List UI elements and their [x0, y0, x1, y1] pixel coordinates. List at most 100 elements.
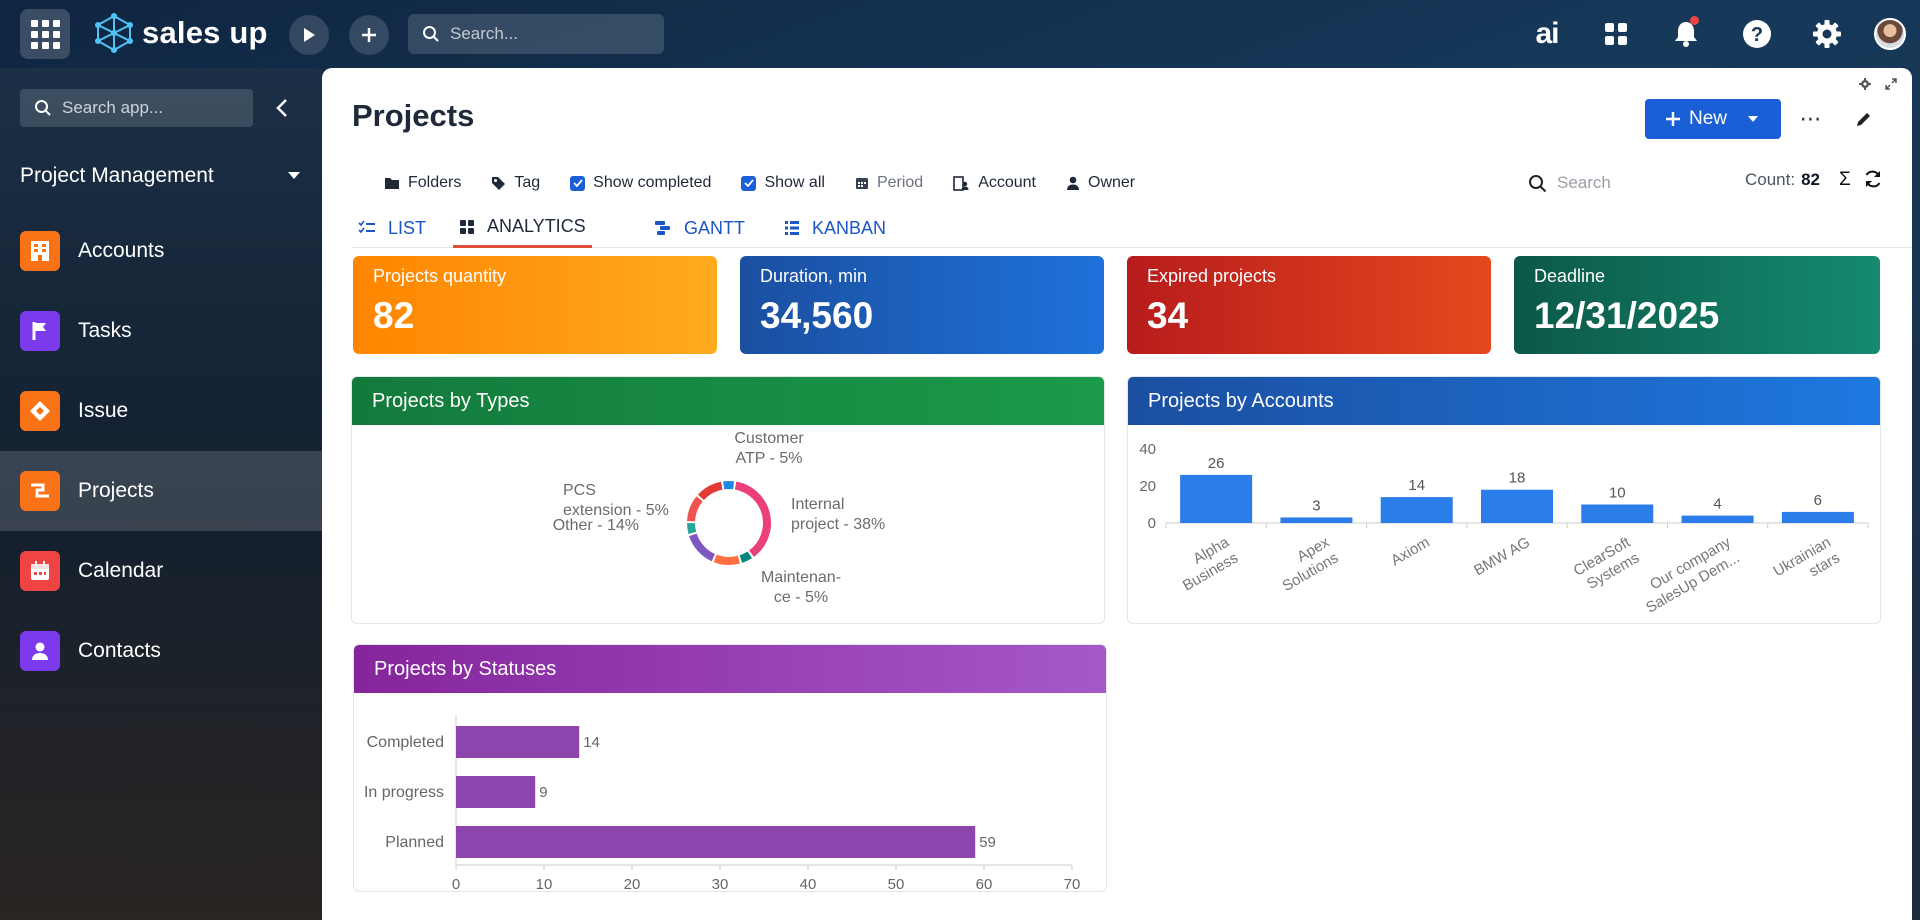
bar — [1581, 504, 1654, 523]
settings-button[interactable] — [1809, 16, 1845, 52]
kpi-projects-quantity[interactable]: Projects quantity 82 — [353, 256, 717, 354]
refresh-icon[interactable] — [1863, 169, 1883, 189]
bar-value-label: 10 — [1609, 485, 1626, 502]
collapse-sidebar-button[interactable] — [268, 94, 296, 122]
new-button-label: New — [1689, 108, 1728, 129]
edit-button[interactable] — [1849, 104, 1879, 134]
checkbox-icon[interactable] — [570, 175, 586, 191]
app-grid-button[interactable] — [20, 9, 70, 59]
ai-button[interactable]: ai — [1529, 16, 1565, 52]
donut-label-internal-project: project - 38% — [791, 516, 885, 533]
bar — [1481, 489, 1553, 523]
logo-network-icon — [95, 13, 133, 53]
contact-icon — [20, 631, 60, 671]
panel-title: Projects by Types — [352, 377, 1104, 425]
checkbox-icon[interactable] — [741, 175, 757, 191]
global-search-input[interactable] — [450, 24, 650, 44]
filter-account[interactable]: Account — [953, 174, 1036, 192]
module-selector[interactable]: Project Management — [20, 156, 300, 196]
donut-label-customer-atp: Customer — [734, 430, 804, 447]
grid-search[interactable] — [1528, 166, 1728, 200]
donut-label-maintenance: ce - 5% — [774, 589, 828, 606]
grid-search-input[interactable] — [1557, 173, 1717, 193]
filter-show-completed[interactable]: Show completed — [570, 174, 711, 192]
logo-text: sales up — [142, 15, 268, 50]
apps-button[interactable] — [1598, 16, 1634, 52]
view-tabs: LIST ANALYTICS GANTT KANBAN — [352, 208, 1912, 248]
sidebar: Project Management Accounts Tasks Issue … — [0, 68, 322, 920]
y-tick-label: Completed — [367, 734, 444, 751]
donut-label-pcs-extension: PCS — [563, 482, 596, 499]
filter-owner[interactable]: Owner — [1066, 174, 1135, 192]
filter-label: Account — [978, 174, 1036, 191]
sidebar-item-calendar[interactable]: Calendar — [0, 531, 322, 611]
y-tick-label: In progress — [364, 784, 444, 801]
filter-period[interactable]: Period — [855, 174, 923, 192]
sidebar-item-projects[interactable]: Projects — [0, 451, 322, 531]
y-tick-label: 40 — [1139, 441, 1156, 458]
sidebar-item-label: Accounts — [78, 239, 165, 262]
kpi-label: Duration, min — [760, 266, 868, 286]
sidebar-item-tasks[interactable]: Tasks — [0, 291, 322, 371]
x-tick-label: 20 — [624, 876, 641, 892]
donut-slice — [697, 481, 723, 501]
more-button[interactable]: ⋯ — [1799, 106, 1823, 131]
donut-slice — [689, 533, 716, 562]
tab-list[interactable]: LIST — [352, 208, 432, 248]
kpi-deadline[interactable]: Deadline 12/31/2025 — [1514, 256, 1880, 354]
tab-label: LIST — [388, 217, 427, 238]
bar — [1180, 474, 1253, 523]
avatar[interactable] — [1874, 18, 1906, 50]
issue-icon — [20, 391, 60, 431]
play-button[interactable] — [289, 15, 329, 55]
record-count: Count: 82 — [1745, 170, 1820, 190]
list-check-icon — [358, 220, 375, 234]
kpi-expired-projects[interactable]: Expired projects 34 — [1127, 256, 1491, 354]
new-button[interactable]: New — [1645, 99, 1781, 139]
statuses-bar-chart: 0 10 20 30 40 50 60 70 Completed 14 In progress 9 Pl… — [364, 715, 1080, 892]
filter-tag[interactable]: Tag — [491, 174, 540, 192]
panel-settings-button[interactable] — [1857, 76, 1873, 92]
expand-button[interactable] — [1883, 76, 1899, 92]
bar — [456, 776, 536, 808]
expand-icon — [1885, 78, 1897, 90]
tab-analytics[interactable]: ANALYTICS — [453, 208, 592, 248]
bar — [456, 726, 580, 758]
page-title: Projects — [352, 98, 475, 133]
help-button[interactable]: ? — [1739, 16, 1775, 52]
bar-value-label: 3 — [1312, 497, 1320, 514]
kpi-duration[interactable]: Duration, min 34,560 — [740, 256, 1104, 354]
notifications-button[interactable] — [1668, 16, 1704, 52]
add-button[interactable] — [349, 15, 389, 55]
sidebar-item-accounts[interactable]: Accounts — [0, 211, 322, 291]
gear-icon — [1813, 20, 1841, 48]
sidebar-item-contacts[interactable]: Contacts — [0, 611, 322, 691]
kanban-icon — [785, 221, 799, 235]
filter-show-all[interactable]: Show all — [741, 174, 825, 192]
y-tick-label: 0 — [1148, 515, 1156, 532]
search-icon — [423, 26, 439, 42]
donut-slice — [713, 554, 741, 565]
search-icon — [1529, 174, 1547, 192]
sum-icon[interactable]: Σ — [1839, 169, 1851, 190]
logo[interactable]: sales up — [92, 12, 268, 54]
donut-label-customer-atp: ATP - 5% — [736, 450, 803, 467]
kpi-value: 34 — [1147, 295, 1189, 336]
filter-folders[interactable]: Folders — [384, 174, 461, 192]
caret-down-icon — [1748, 116, 1759, 122]
sidebar-item-issue[interactable]: Issue — [0, 371, 322, 451]
global-search[interactable] — [408, 14, 664, 54]
apps-icon — [1605, 23, 1627, 45]
panel-projects-by-types: Projects by Types Customer ATP - 5% Intern… — [351, 376, 1105, 624]
tab-kanban[interactable]: KANBAN — [778, 208, 892, 248]
app-search[interactable] — [20, 89, 253, 127]
donut-slice — [687, 522, 697, 535]
x-tick-label: 40 — [800, 876, 817, 892]
bar — [456, 826, 976, 858]
tab-gantt[interactable]: GANTT — [648, 208, 751, 248]
donut-label-maintenance: Maintenan- — [761, 569, 841, 586]
app-search-input[interactable] — [62, 98, 232, 118]
calendar-icon — [855, 178, 868, 189]
